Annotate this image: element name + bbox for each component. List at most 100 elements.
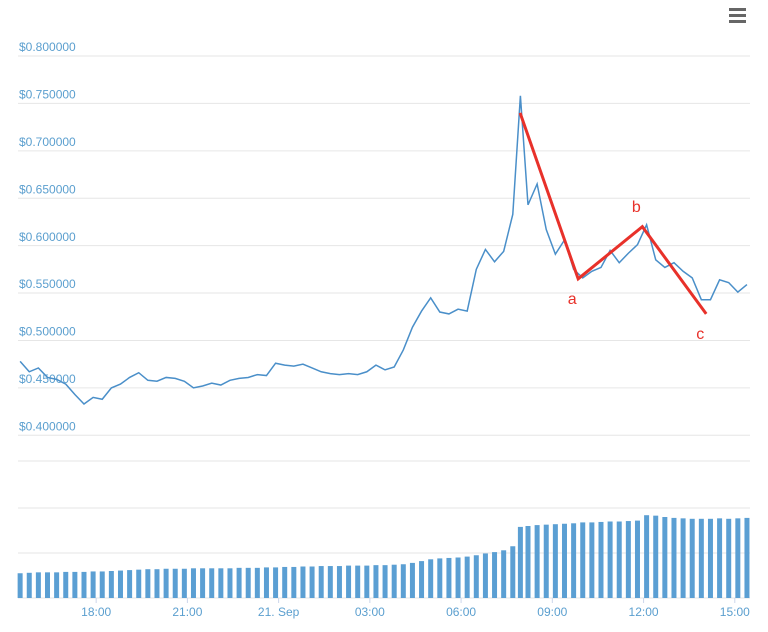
volume-bar [209,568,215,598]
volume-bar [17,573,23,598]
volume-bar [653,515,659,598]
y-tick-label: $0.600000 [19,230,76,244]
volume-bar [181,568,187,598]
volume-bar [254,567,260,598]
volume-bar [744,517,750,598]
volume-bar [464,556,470,598]
volume-bar [90,571,96,598]
volume-bar [561,523,567,598]
volume-bar [72,571,78,598]
volume-bar [136,569,142,598]
volume-bar [336,566,342,598]
y-tick-label: $0.750000 [19,88,76,102]
menu-bar [729,20,746,23]
volume-bar [327,566,333,598]
volume-bar [172,568,178,598]
volume-bar [63,571,69,598]
volume-bar [571,523,577,598]
y-tick-label: $0.400000 [19,419,76,433]
x-tick-label: 18:00 [81,605,111,619]
volume-bar [391,564,397,598]
volume-bar [154,569,160,598]
volume-bar [446,557,452,598]
volume-bar [616,521,622,598]
volume-bar [419,561,425,598]
volume-bar [145,569,151,598]
volume-bar [309,566,315,598]
volume-bar [382,565,388,598]
volume-bar [492,552,498,598]
volume-bar [400,564,406,598]
volume-bar [625,521,631,598]
volume-bar [543,524,549,598]
x-tick-label: 09:00 [537,605,567,619]
volume-bar [291,566,297,598]
wave-label: c [696,326,704,343]
wave-label: b [632,199,641,216]
volume-bar [35,572,41,598]
x-tick-label: 21. Sep [258,605,300,619]
volume-bar [525,526,531,598]
volume-bar [346,565,352,598]
volume-bar [589,522,595,598]
volume-bar [263,567,269,598]
y-tick-label: $0.700000 [19,135,76,149]
price-line [19,95,748,405]
volume-bar [482,553,488,598]
volume-bar [598,521,604,598]
volume-bar [227,568,233,598]
volume-bar [473,555,479,598]
volume-bar [552,524,558,598]
volume-bar [644,515,650,598]
y-tick-label: $0.450000 [19,372,76,386]
volume-bar [501,550,507,598]
x-tick-label: 03:00 [355,605,385,619]
volume-bar [634,520,640,598]
volume-bar [318,566,324,598]
volume-bar [717,518,723,598]
volume-bar [671,517,677,598]
volume-bar [662,517,668,598]
x-tick-label: 21:00 [172,605,202,619]
volume-bar [200,568,206,598]
volume-bar [218,568,224,598]
volume-bar [99,571,105,598]
y-tick-label: $0.500000 [19,325,76,339]
volume-bar [300,566,306,598]
volume-bar [726,518,732,598]
wave-line [518,112,708,315]
volume-bar [735,518,741,598]
y-tick-label: $0.650000 [19,182,76,196]
volume-bar [236,567,242,598]
menu-bar [729,14,746,17]
volume-bar [698,518,704,598]
volume-bar [689,518,695,598]
volume-bar [373,565,379,598]
volume-bar [517,526,523,598]
volume-bar [127,570,133,598]
volume-bar [273,567,279,598]
volume-bar [455,557,461,598]
x-tick-label: 15:00 [720,605,750,619]
volume-bar [108,571,114,598]
volume-bar [428,559,434,598]
x-tick-label: 12:00 [629,605,659,619]
volume-bar [680,518,686,598]
volume-bar [355,565,361,598]
volume-bar [117,570,123,598]
volume-bar [580,522,586,598]
volume-bar [26,572,32,598]
volume-bar [190,568,196,598]
menu-bar [729,8,746,11]
volume-bar [54,572,60,598]
volume-bar [282,566,288,598]
volume-bar [245,567,251,598]
volume-bar [81,571,87,598]
wave-label: a [568,291,577,308]
x-tick-label: 06:00 [446,605,476,619]
volume-bar [707,518,713,598]
volume-bar [409,562,415,598]
menu-icon[interactable] [729,8,746,23]
y-tick-label: $0.800000 [19,40,76,54]
volume-bar [510,546,516,598]
